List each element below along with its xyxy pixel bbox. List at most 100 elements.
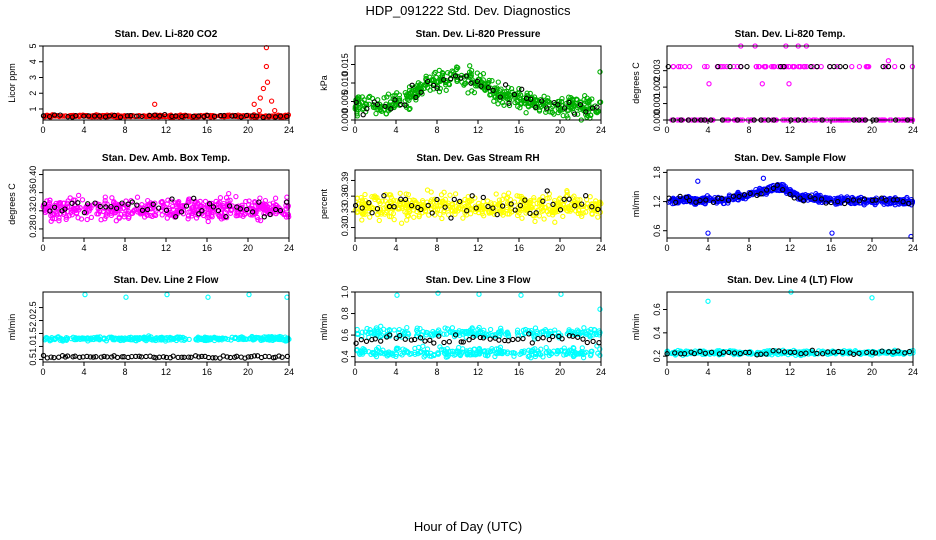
- data-point: [253, 113, 260, 119]
- x-tick-label: 20: [555, 367, 565, 377]
- data-point: [808, 63, 814, 70]
- data-point: [96, 113, 103, 119]
- y-tick-label: 0.003: [652, 59, 662, 82]
- data-point: [406, 87, 413, 94]
- data-point: [560, 112, 566, 119]
- data-point: [387, 99, 394, 105]
- data-point: [88, 214, 95, 221]
- y-tick-label: 0.005: [340, 90, 350, 113]
- data-point: [495, 79, 501, 85]
- data-point: [474, 78, 480, 85]
- data-points: [665, 43, 916, 123]
- data-point: [111, 112, 118, 119]
- data-point: [75, 192, 82, 199]
- x-tick-label: 24: [908, 243, 918, 253]
- data-point: [510, 336, 516, 343]
- data-point: [392, 97, 398, 103]
- data-point: [524, 90, 530, 96]
- data-point: [493, 191, 499, 197]
- data-point: [508, 86, 515, 92]
- data-point: [489, 78, 495, 84]
- x-tick-label: 0: [40, 125, 45, 135]
- data-point: [528, 99, 534, 106]
- x-tick-label: 0: [664, 243, 669, 253]
- data-point: [561, 105, 568, 111]
- data-point: [727, 63, 733, 70]
- data-point: [706, 81, 712, 87]
- x-tick-label: 4: [705, 367, 710, 377]
- data-point: [353, 102, 359, 108]
- panel-title: Stan. Dev. Sample Flow: [734, 153, 846, 164]
- panel-title: Stan. Dev. Li-820 CO2: [115, 29, 218, 40]
- data-point: [744, 63, 750, 70]
- x-tick-label: 12: [161, 367, 171, 377]
- y-axis: 0.6 1.2 1.8: [652, 166, 667, 237]
- data-point: [437, 211, 443, 218]
- x-tick-label: 12: [161, 125, 171, 135]
- data-point: [238, 114, 244, 120]
- x-tick-label: 20: [867, 125, 877, 135]
- data-point: [363, 338, 370, 344]
- x-tick-label: 16: [202, 125, 212, 135]
- data-point: [496, 337, 502, 343]
- data-point: [451, 196, 457, 203]
- data-point: [701, 63, 708, 70]
- data-points: [40, 291, 292, 361]
- x-tick-label: 24: [596, 125, 606, 135]
- x-tick-label: 0: [352, 243, 357, 253]
- x-axis: 0 4 8 12 16 20 24: [664, 120, 918, 135]
- data-point: [193, 113, 199, 120]
- data-point: [441, 189, 447, 195]
- data-point: [539, 98, 545, 104]
- data-point: [398, 220, 405, 226]
- chart-panel-6: Stan. Dev. Sample Flow 0 4 8 12 16 20 24 0.6 1.2 1…: [631, 153, 918, 253]
- x-tick-label: 20: [555, 243, 565, 253]
- panel-title: Stan. Dev. Li-820 Pressure: [416, 29, 541, 40]
- data-point: [571, 111, 578, 117]
- data-point: [367, 214, 373, 220]
- x-axis: 0 4 8 12 16 20 24: [40, 238, 294, 253]
- data-point: [834, 63, 840, 70]
- data-point: [51, 112, 58, 118]
- data-point: [519, 86, 525, 92]
- x-tick-label: 8: [122, 125, 127, 135]
- data-point: [477, 72, 483, 79]
- data-point: [781, 63, 787, 70]
- data-point: [418, 89, 424, 95]
- data-point: [190, 113, 197, 119]
- data-point: [588, 112, 594, 118]
- panel-title: Stan. Dev. Line 3 Flow: [426, 275, 531, 286]
- data-point: [409, 82, 415, 88]
- data-point: [461, 81, 468, 87]
- data-point: [516, 86, 522, 92]
- data-point: [402, 102, 408, 108]
- data-point: [675, 63, 682, 70]
- data-point: [506, 100, 512, 106]
- data-point: [257, 95, 263, 101]
- data-point: [353, 99, 359, 105]
- data-point: [501, 102, 507, 108]
- y-axis: 0.51.01.52.02.5: [28, 301, 43, 366]
- data-point: [505, 84, 511, 91]
- x-tick-label: 4: [81, 367, 86, 377]
- data-point: [469, 88, 475, 94]
- data-point: [355, 98, 362, 105]
- data-point: [555, 102, 561, 108]
- chart-panel-9: Stan. Dev. Line 4 (LT) Flow 0 4 8 12 16 20 24 0.…: [631, 275, 918, 377]
- data-point: [162, 111, 168, 118]
- data-point: [505, 190, 512, 196]
- data-point: [233, 193, 239, 200]
- data-point: [577, 101, 584, 108]
- x-tick-label: 20: [243, 125, 253, 135]
- data-point: [831, 63, 837, 70]
- data-point: [221, 113, 227, 119]
- data-point: [500, 99, 506, 106]
- data-point: [413, 94, 419, 101]
- data-point: [583, 111, 589, 118]
- data-point: [388, 106, 394, 112]
- data-point: [394, 292, 400, 298]
- data-point: [829, 230, 835, 236]
- x-axis: 0 4 8 12 16 20 24: [40, 362, 294, 377]
- data-point: [490, 87, 496, 94]
